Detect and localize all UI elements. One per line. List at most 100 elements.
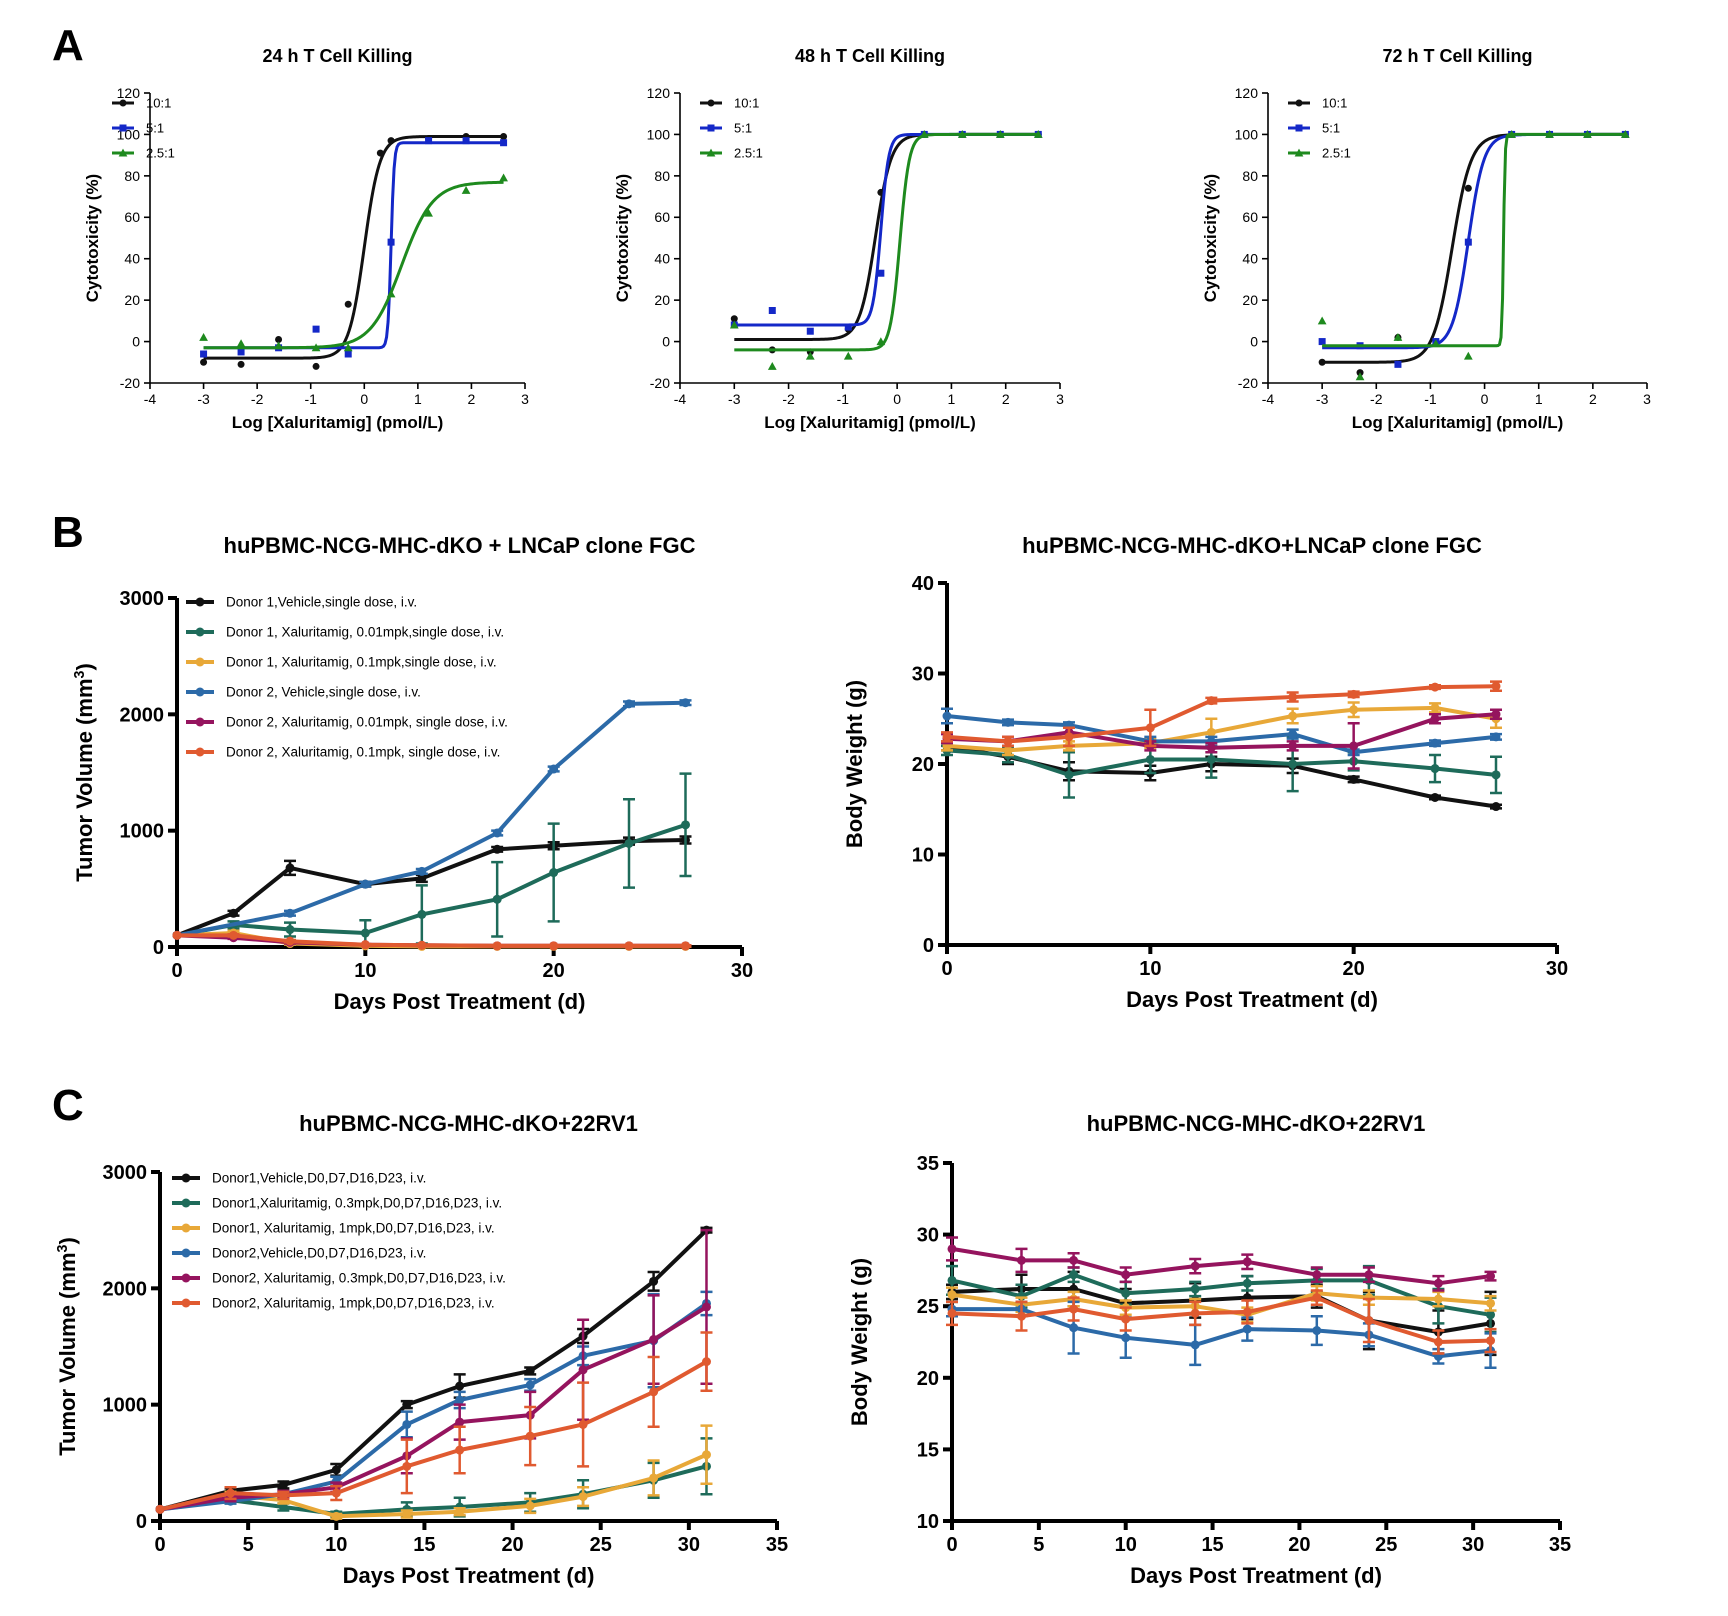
- legend-marker: [1295, 124, 1303, 132]
- data-point: [387, 137, 395, 145]
- legend-item: 2.5:1: [112, 146, 175, 161]
- y-tick-label: 0: [1250, 333, 1258, 349]
- data-point: [236, 339, 246, 348]
- data-point: [492, 894, 502, 904]
- x-tick-label: 25: [590, 1534, 612, 1556]
- series-1: [155, 1225, 713, 1514]
- series-3: [199, 173, 508, 352]
- data-point: [1318, 338, 1326, 346]
- legend-item: Donor 1,Vehicle,single dose, i.v.: [186, 595, 417, 610]
- legend-label: 10:1: [1322, 96, 1347, 111]
- x-axis-label: Log [Xaluritamig] (pmol/L): [1352, 413, 1564, 432]
- data-point: [1464, 238, 1472, 246]
- data-point: [386, 289, 396, 298]
- y-tick-label: 60: [1242, 209, 1258, 225]
- y-tick-label: 2000: [120, 704, 165, 726]
- data-point: [417, 866, 427, 876]
- legend: 10:1 5:1 2.5:1: [112, 96, 175, 161]
- data-point: [1433, 1294, 1443, 1304]
- data-point: [1349, 774, 1359, 784]
- data-point: [681, 698, 690, 708]
- x-tick-label: 20: [1288, 1534, 1310, 1556]
- data-point: [876, 337, 886, 346]
- y-axis-label: Body Weight (g): [842, 680, 867, 848]
- data-point: [1242, 1324, 1252, 1334]
- x-tick-label: -1: [837, 391, 850, 407]
- y-tick-label: 40: [654, 251, 670, 267]
- data-point: [1206, 743, 1216, 753]
- y-tick-label: 40: [1242, 251, 1258, 267]
- data-point: [229, 930, 238, 940]
- series-line: [946, 743, 1497, 809]
- legend-marker: [195, 687, 205, 697]
- data-point: [1206, 727, 1216, 737]
- data-point: [730, 315, 738, 323]
- y-axis-label: Body Weight (g): [847, 1258, 872, 1426]
- y-tick-label: 100: [647, 126, 671, 142]
- data-point: [331, 1488, 341, 1498]
- x-tick-label: 35: [1549, 1534, 1571, 1556]
- legend-label: Donor2, Xaluritamig, 1mpk,D0,D7,D16,D23,…: [212, 1296, 495, 1311]
- data-point: [1016, 1255, 1026, 1265]
- legend: Donor 1,Vehicle,single dose, i.v. Donor 1…: [186, 595, 508, 760]
- data-point: [1121, 1270, 1131, 1280]
- y-tick-label: 3000: [103, 1162, 148, 1184]
- series-1: [941, 740, 1502, 812]
- series-line: [951, 1272, 1491, 1317]
- data-point: [1121, 1314, 1131, 1324]
- legend-marker: [706, 148, 716, 157]
- series-6: [941, 680, 1502, 748]
- data-point: [1288, 759, 1298, 769]
- y-tick-label: 2000: [103, 1278, 148, 1300]
- x-tick-label: -3: [197, 391, 210, 407]
- data-point: [1430, 703, 1440, 713]
- data-point: [1463, 351, 1473, 360]
- legend-marker: [181, 1273, 191, 1283]
- x-tick-label: 10: [354, 960, 376, 982]
- series-line: [951, 1246, 1491, 1286]
- data-point: [492, 828, 502, 838]
- data-point: [701, 1302, 711, 1312]
- x-tick-label: -3: [1316, 391, 1329, 407]
- data-point: [312, 362, 320, 370]
- data-point: [417, 873, 427, 883]
- legend-label: Donor 2, Vehicle,single dose, i.v.: [226, 685, 421, 700]
- data-point: [1491, 802, 1501, 812]
- data-point: [1190, 1308, 1200, 1318]
- fit-curve: [203, 135, 504, 360]
- x-tick-label: 3: [1056, 391, 1064, 407]
- x-tick-label: 20: [1343, 958, 1365, 980]
- legend-item: 10:1: [1288, 96, 1347, 111]
- x-tick-label: 0: [946, 1534, 957, 1556]
- legend-item: Donor 1, Xaluritamig, 0.1mpk,single dose…: [186, 655, 497, 670]
- series-line: [946, 684, 1497, 744]
- x-tick-label: 0: [941, 958, 952, 980]
- y-axis-label: Tumor Volume (mm3): [72, 663, 97, 882]
- data-point: [947, 1244, 957, 1254]
- series-3: [729, 130, 1043, 370]
- chart-c1: huPBMC-NCG-MHC-dKO+22RV1 0 5 10 15 20 25 30 35 0 1…: [55, 1111, 788, 1588]
- data-point: [1145, 754, 1155, 764]
- y-tick-label: 1000: [103, 1395, 148, 1417]
- x-tick-label: 2: [1589, 391, 1597, 407]
- data-point: [274, 341, 283, 350]
- y-axis-label: Cytotoxicity (%): [1201, 174, 1220, 302]
- legend-item: Donor 2, Xaluritamig, 0.01mpk, single do…: [186, 715, 508, 730]
- legend-marker: [181, 1248, 191, 1258]
- series-6: [946, 1289, 1497, 1355]
- y-tick-label: 80: [654, 168, 670, 184]
- data-point: [455, 1395, 465, 1405]
- x-axis-label: Log [Xaluritamig] (pmol/L): [764, 413, 976, 432]
- data-point: [578, 1365, 588, 1375]
- x-tick-label: 5: [243, 1534, 254, 1556]
- data-point: [500, 133, 508, 140]
- data-point: [1433, 1278, 1443, 1288]
- data-point: [1016, 1311, 1026, 1321]
- data-point: [919, 130, 929, 138]
- legend-marker: [195, 627, 205, 637]
- y-axis-label: Tumor Volume (mm3): [55, 1237, 80, 1456]
- series-line: [159, 1228, 708, 1512]
- panel-label-a: A: [52, 21, 84, 70]
- data-point: [995, 130, 1005, 138]
